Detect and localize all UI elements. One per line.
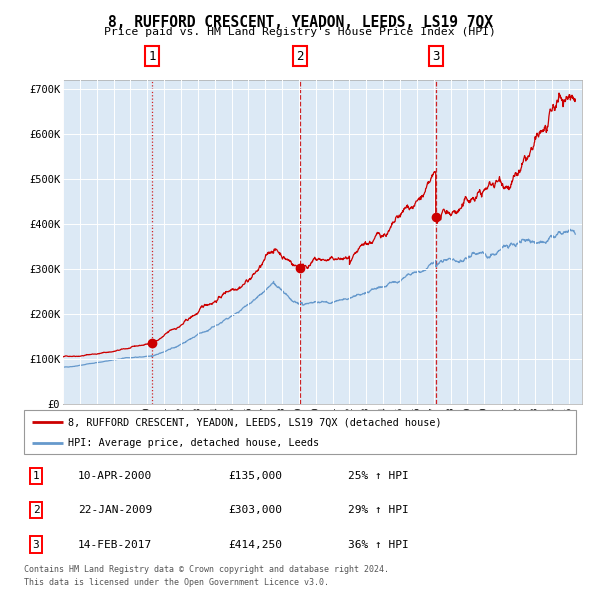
Text: £414,250: £414,250 xyxy=(228,540,282,549)
Text: 1: 1 xyxy=(148,50,155,63)
Text: 2: 2 xyxy=(296,50,304,63)
Text: £135,000: £135,000 xyxy=(228,471,282,481)
Text: 2: 2 xyxy=(32,506,40,515)
Text: £303,000: £303,000 xyxy=(228,506,282,515)
Text: 29% ↑ HPI: 29% ↑ HPI xyxy=(348,506,409,515)
Text: 3: 3 xyxy=(32,540,40,549)
Text: 22-JAN-2009: 22-JAN-2009 xyxy=(78,506,152,515)
Text: HPI: Average price, detached house, Leeds: HPI: Average price, detached house, Leed… xyxy=(68,438,319,448)
FancyBboxPatch shape xyxy=(24,410,576,454)
Text: 3: 3 xyxy=(432,50,439,63)
Text: 25% ↑ HPI: 25% ↑ HPI xyxy=(348,471,409,481)
Text: This data is licensed under the Open Government Licence v3.0.: This data is licensed under the Open Gov… xyxy=(24,578,329,586)
Text: 10-APR-2000: 10-APR-2000 xyxy=(78,471,152,481)
Text: 36% ↑ HPI: 36% ↑ HPI xyxy=(348,540,409,549)
Text: 14-FEB-2017: 14-FEB-2017 xyxy=(78,540,152,549)
Text: 8, RUFFORD CRESCENT, YEADON, LEEDS, LS19 7QX: 8, RUFFORD CRESCENT, YEADON, LEEDS, LS19… xyxy=(107,15,493,30)
Text: Contains HM Land Registry data © Crown copyright and database right 2024.: Contains HM Land Registry data © Crown c… xyxy=(24,565,389,573)
Text: 1: 1 xyxy=(32,471,40,481)
Text: Price paid vs. HM Land Registry's House Price Index (HPI): Price paid vs. HM Land Registry's House … xyxy=(104,27,496,37)
Text: 8, RUFFORD CRESCENT, YEADON, LEEDS, LS19 7QX (detached house): 8, RUFFORD CRESCENT, YEADON, LEEDS, LS19… xyxy=(68,418,442,427)
